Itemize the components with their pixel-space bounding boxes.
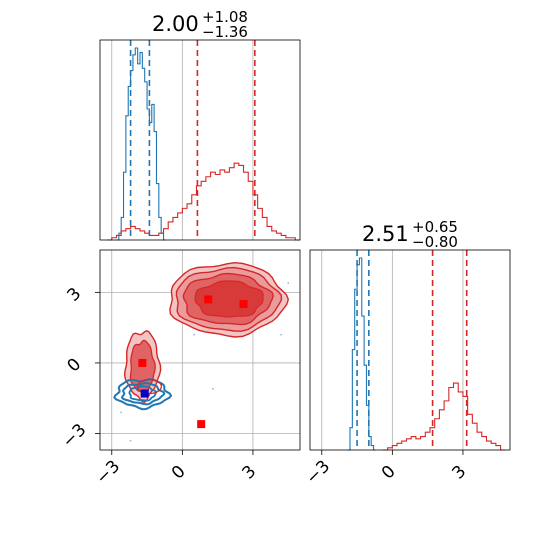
p2-xaxis-label-2: 3 [449, 462, 471, 484]
p3-sample-3 [280, 333, 283, 336]
p3-red-point-1 [239, 300, 248, 309]
p3-blue-contour-inner [128, 385, 158, 402]
p3-frame [99, 249, 301, 451]
p2-title-minus: −0.80 [412, 233, 458, 251]
p3-sample-2 [212, 387, 214, 390]
p1-hist-1 [107, 162, 300, 241]
p3-blue-contour-2 [120, 382, 166, 406]
p2-title-plus: +0.65 [412, 218, 458, 236]
p3-blue-point-0 [140, 389, 149, 398]
p3-sample-8 [287, 282, 290, 284]
p3-sample-5 [120, 411, 123, 414]
p3-xaxis-label-1: 0 [168, 462, 190, 484]
p3-sample-7 [193, 333, 196, 336]
p1-frame [99, 39, 301, 241]
p3-contours [113, 261, 290, 442]
p3-red-point-0 [204, 295, 213, 304]
p3-red-ring [136, 378, 163, 395]
p2-title-value: 2.51 [362, 222, 409, 246]
p2-xaxis-label-0: −3 [302, 457, 334, 489]
p3-xaxis-label-0: −3 [92, 457, 124, 489]
p3-yaxis-label-0: −3 [59, 420, 91, 452]
p2-title: 2.51 +0.65−0.80 [362, 218, 458, 251]
p3-sample-0 [129, 439, 132, 442]
p3-yaxis-label-1: 0 [64, 355, 86, 377]
p1-title-plus: +1.08 [202, 8, 248, 26]
p2-frame [309, 249, 511, 451]
p1-title-value: 2.00 [152, 12, 199, 36]
p1-title: 2.00 +1.08−1.36 [152, 8, 248, 41]
p3-red-point-3 [197, 420, 206, 429]
p2-xaxis-label-1: 0 [378, 462, 400, 484]
p3-xaxis-label-2: 3 [239, 462, 261, 484]
p2-hist-1 [382, 382, 506, 451]
p3-red-point-2 [138, 358, 147, 367]
p3-yaxis-label-2: 3 [64, 284, 86, 306]
p1-title-minus: −1.36 [202, 23, 248, 41]
p2-hist-0 [347, 257, 376, 451]
p1-hist-0 [116, 47, 166, 241]
